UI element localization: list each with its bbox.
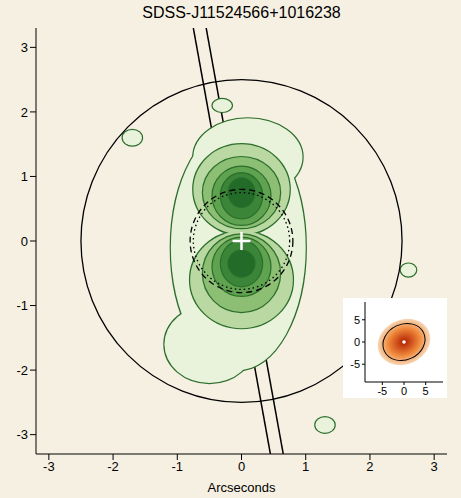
svg-text:-2: -2 [107,459,119,474]
svg-text:3: 3 [21,40,28,55]
html-text:SDSS-J11524566+1016238: SDSS-J11524566+1016238 [142,4,341,21]
svg-text:2: 2 [366,459,373,474]
svg-text:0: 0 [354,336,360,348]
svg-text:Arcseconds: Arcseconds [208,480,276,495]
svg-text:-1: -1 [172,459,184,474]
svg-text:5: 5 [354,314,360,326]
svg-text:5: 5 [423,385,429,397]
svg-text:-3: -3 [43,459,55,474]
svg-text:0: 0 [238,459,245,474]
svg-text:-5: -5 [377,385,387,397]
svg-text:2: 2 [21,105,28,120]
svg-text:0: 0 [21,234,28,249]
svg-text:3: 3 [431,459,438,474]
svg-text:1: 1 [302,459,309,474]
svg-text:-1: -1 [16,298,28,313]
svg-text:-5: -5 [350,358,360,370]
svg-text:1: 1 [21,169,28,184]
svg-text:-2: -2 [16,363,28,378]
svg-text:0: 0 [401,385,407,397]
svg-text:-3: -3 [16,427,28,442]
